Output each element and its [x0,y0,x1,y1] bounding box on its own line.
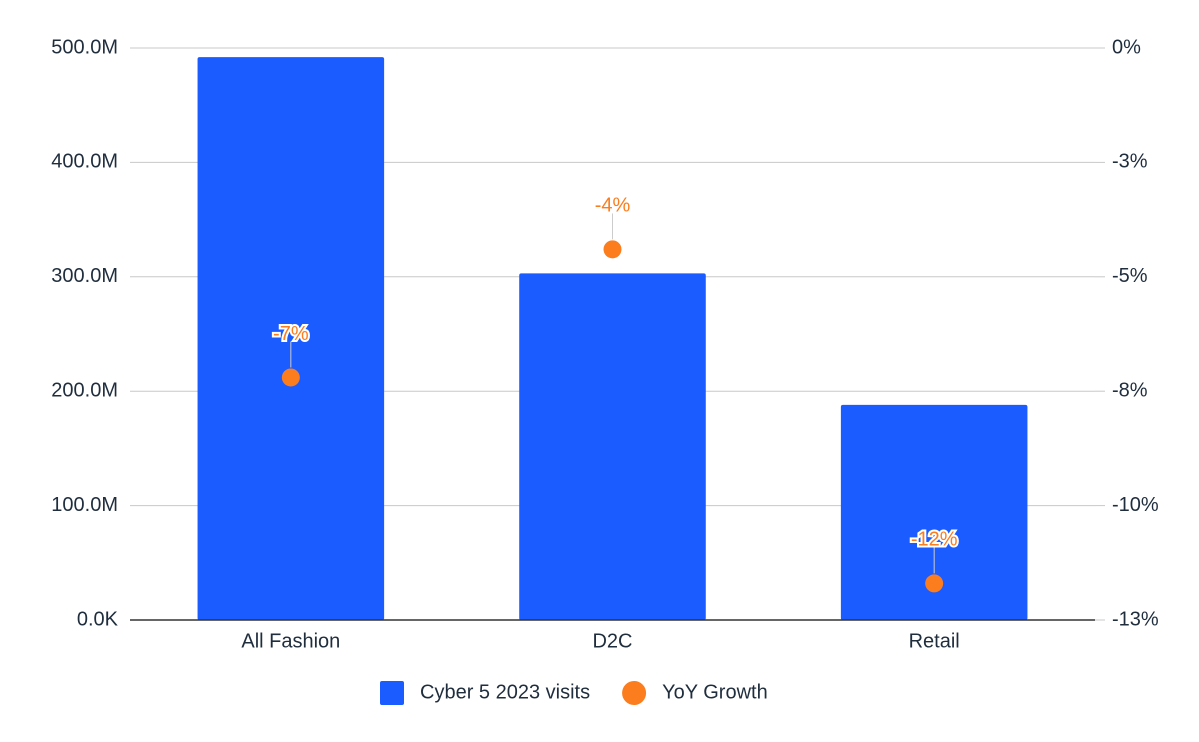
y-tick-label: 100.0M [51,494,118,516]
y2-tick-label: -5% [1112,265,1148,287]
y2-tick-label: -13% [1112,608,1159,630]
y-tick-label: 500.0M [51,36,118,58]
point [281,368,300,387]
data-label: -7% [273,323,309,345]
y-tick-label: 400.0M [51,151,118,173]
y2-tick-label: 0% [1112,36,1141,58]
y2-tick-label: -3% [1112,151,1148,173]
x-tick-label: All Fashion [241,630,340,652]
bar [197,57,385,621]
legend-swatch [380,681,404,705]
y2-tick-label: -10% [1112,494,1159,516]
bar [519,273,706,620]
y-tick-label: 300.0M [51,265,118,287]
legend-swatch [622,681,647,705]
x-tick-label: Retail [909,630,960,652]
legend-label: YoY Growth [662,681,768,703]
bar [840,404,1028,620]
y2-tick-label: -8% [1112,379,1148,401]
x-tick-label: D2C [592,630,632,652]
data-label: -4% [595,195,631,217]
point [603,240,622,259]
point [925,574,944,593]
data-label: -12% [911,529,958,551]
y-tick-label: 0.0K [77,608,119,630]
legend-label: Cyber 5 2023 visits [420,681,590,703]
y-tick-label: 200.0M [51,379,118,401]
